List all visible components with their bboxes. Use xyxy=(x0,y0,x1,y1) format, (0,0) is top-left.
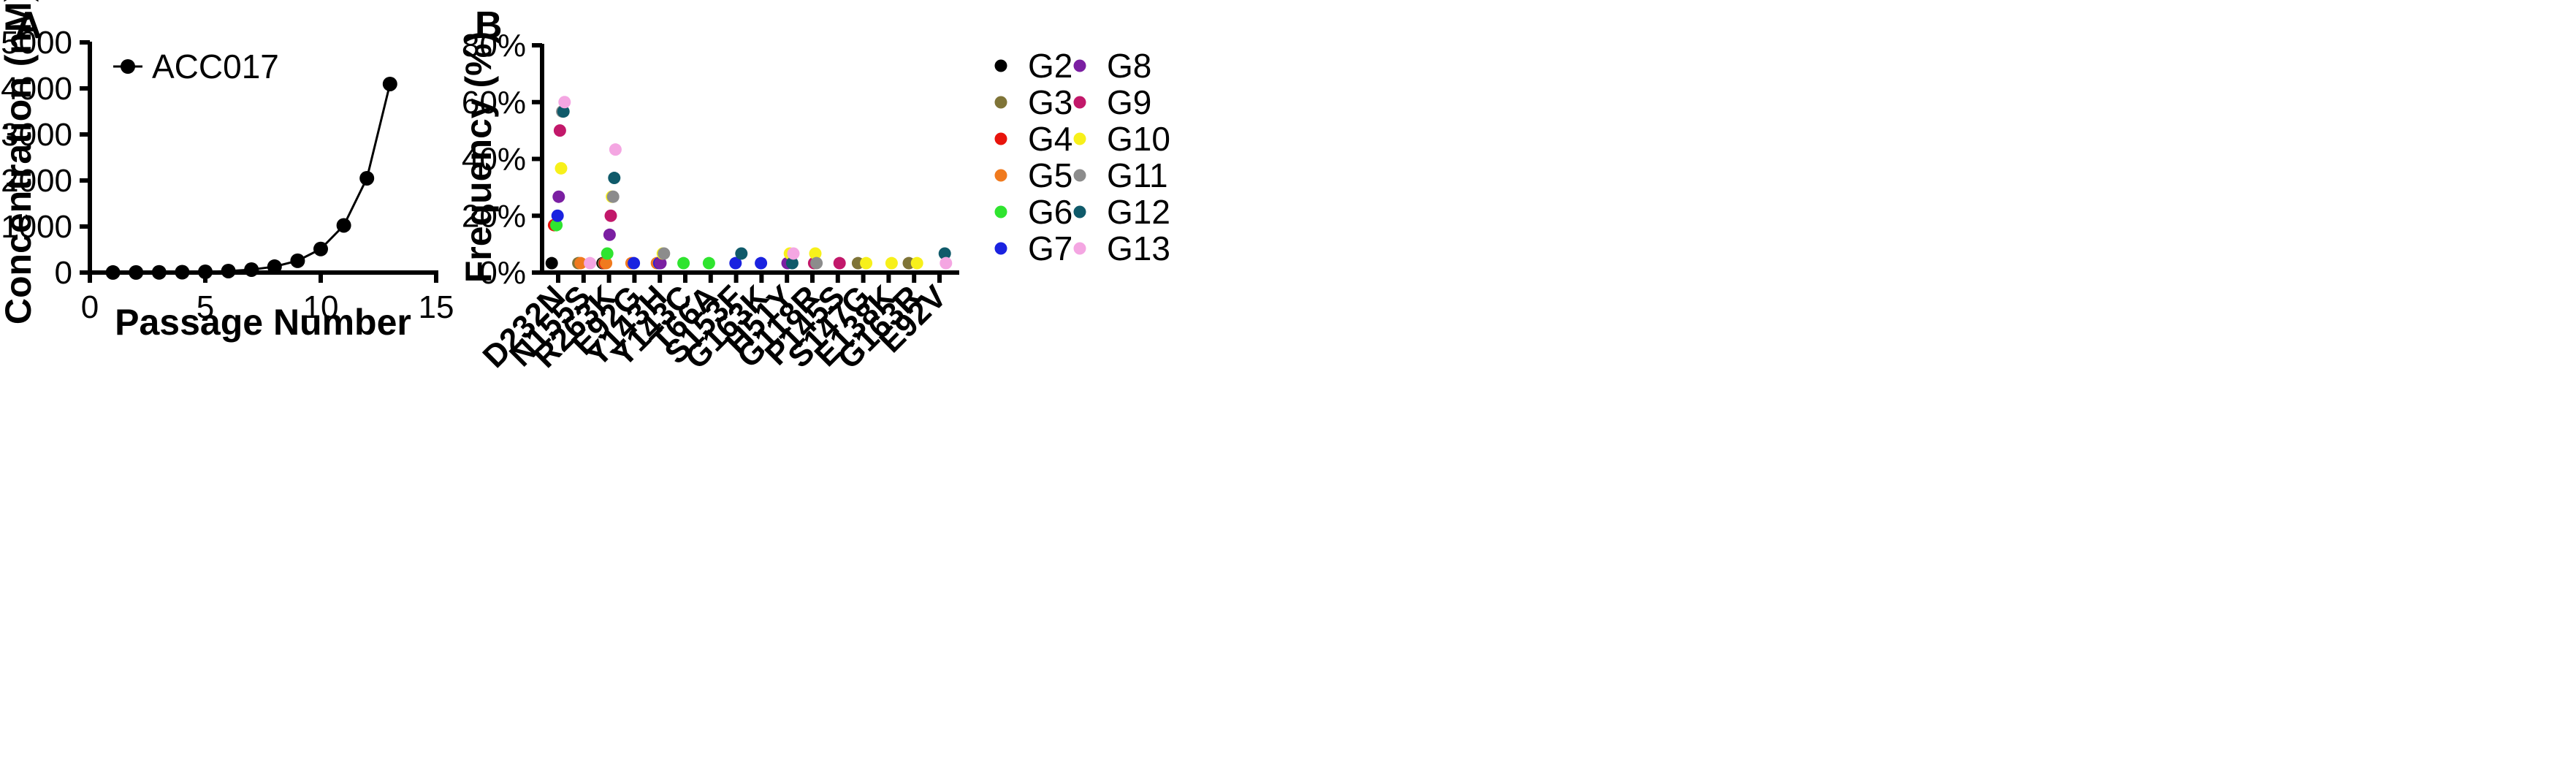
panel-a-y-axis-title: Concentration (nM) xyxy=(0,0,39,324)
panel-b-y-tick-label: 0% xyxy=(479,255,526,291)
panel-b-label: B xyxy=(475,4,503,47)
panel-b: B Frequency (%) 0%20%40%60%80%D232NN155S… xyxy=(458,4,1170,376)
panel-b-legend-label: G6 xyxy=(1028,193,1072,231)
panel-b-legend-label: G3 xyxy=(1028,83,1072,121)
panel-a-label: A xyxy=(15,4,42,47)
panel-a-y-tick-label: 5000 xyxy=(1,25,72,61)
panel-a-data-point xyxy=(313,241,328,256)
panel-b-data-point xyxy=(729,256,742,270)
panel-a-legend-marker xyxy=(121,59,135,74)
panel-b-legend-marker xyxy=(1073,205,1086,218)
panel-b-legend-marker xyxy=(1073,169,1086,182)
panel-a-data-point xyxy=(175,265,190,280)
panel-b-data-point xyxy=(755,256,768,270)
panel-a-y-tick-label: 1000 xyxy=(1,209,72,245)
panel-b-data-point xyxy=(558,96,571,109)
panel-b-data-point xyxy=(910,256,923,270)
panel-b-data-point xyxy=(608,172,621,185)
panel-b-data-point xyxy=(810,256,823,270)
panel-b-legend-marker xyxy=(1073,96,1086,109)
panel-a-x-tick-label: 15 xyxy=(419,289,454,325)
panel-a-x-tick-label: 10 xyxy=(303,289,339,325)
panel-b-data-point xyxy=(938,247,951,260)
panel-b-legend-marker xyxy=(994,242,1007,255)
panel-b-data-point xyxy=(735,247,748,260)
panel-a-x-tick-label: 5 xyxy=(197,289,214,325)
panel-a-data-point xyxy=(359,170,375,186)
panel-a-legend-label: ACC017 xyxy=(152,47,279,85)
panel-a-data-point xyxy=(244,262,259,277)
panel-a-data-point xyxy=(221,263,236,278)
panel-b-y-tick-label: 40% xyxy=(462,142,526,178)
panel-b-y-tick-label: 60% xyxy=(462,85,526,121)
panel-a-y-tick-label: 3000 xyxy=(1,117,72,153)
panel-b-legend-label: G9 xyxy=(1107,83,1151,121)
panel-b-data-point xyxy=(553,124,566,137)
panel-b-data-point xyxy=(609,143,622,156)
panel-b-legend-marker xyxy=(1073,242,1086,255)
panel-a-data-point xyxy=(151,265,167,280)
panel-b-legend-label: G11 xyxy=(1107,156,1168,194)
panel-a-data-point xyxy=(198,264,213,279)
panel-b-data-point xyxy=(606,190,620,203)
panel-b-data-point xyxy=(809,247,822,260)
panel-b-data-point xyxy=(885,256,898,270)
panel-b-data-point xyxy=(557,105,570,118)
panel-b-data-point xyxy=(601,247,614,260)
panel-b-legend-label: G10 xyxy=(1107,120,1170,158)
panel-b-data-point xyxy=(654,256,667,270)
panel-a-data-point xyxy=(336,218,351,233)
panel-b-y-tick-label: 20% xyxy=(462,198,526,234)
panel-b-legend-marker xyxy=(1073,59,1086,72)
panel-b-legend-label: G13 xyxy=(1107,229,1170,267)
panel-b-legend-marker xyxy=(994,96,1007,109)
panel-b-legend-label: G7 xyxy=(1028,229,1072,267)
panel-a: A Passage Number Concentration (nM) 0 5 10… xyxy=(0,0,454,343)
panel-b-data-point xyxy=(551,209,564,222)
panel-b-data-point xyxy=(552,190,565,203)
panel-a-y-tick-label: 0 xyxy=(55,255,72,291)
panel-a-data-point xyxy=(290,253,305,268)
panel-a-x-axis-title: Passage Number xyxy=(115,302,411,343)
panel-b-y-axis-title: Frequency (%) xyxy=(458,31,499,284)
panel-b-data-point xyxy=(785,256,799,270)
panel-b-legend-marker xyxy=(1073,132,1086,145)
panel-a-x-tick-label: 0 xyxy=(81,289,99,325)
panel-b-data-point xyxy=(940,256,953,270)
panel-b-data-point xyxy=(584,256,597,270)
panel-b-legend-marker xyxy=(994,59,1007,72)
panel-b-data-point xyxy=(604,209,617,222)
panel-b-legend-marker xyxy=(994,132,1007,145)
panel-b-legend-label: G12 xyxy=(1107,193,1170,231)
panel-b-y-tick-label: 80% xyxy=(462,28,526,64)
panel-b-data-point xyxy=(833,256,846,270)
panel-b-data-point xyxy=(555,161,568,175)
panel-b-data-point xyxy=(658,247,671,260)
panel-a-data-point xyxy=(105,265,121,280)
panel-b-data-point xyxy=(677,256,690,270)
panel-b-data-point xyxy=(628,256,641,270)
panel-a-series-line xyxy=(113,83,392,274)
panel-b-data-point xyxy=(702,256,715,270)
panel-a-data-point xyxy=(382,76,397,91)
panel-a-data-point xyxy=(267,259,282,274)
panel-b-data-point xyxy=(603,228,616,241)
panel-a-data-point xyxy=(129,265,144,280)
panel-b-legend-label: G8 xyxy=(1107,47,1151,85)
panel-b-data-point xyxy=(545,256,558,270)
panel-b-legend-marker xyxy=(994,169,1007,182)
panel-b-data-point xyxy=(550,218,563,232)
panel-b-legend-label: G2 xyxy=(1028,47,1072,85)
panel-b-data-point xyxy=(787,247,800,260)
panel-b-legend-label: G5 xyxy=(1028,156,1072,194)
panel-b-data-point xyxy=(860,256,873,270)
panel-a-y-tick-label: 4000 xyxy=(1,71,72,107)
panel-a-y-tick-label: 2000 xyxy=(1,163,72,199)
panel-b-data-point xyxy=(600,256,613,270)
panel-b-legend-label: G4 xyxy=(1028,120,1072,158)
panel-b-data-point xyxy=(574,256,587,270)
panel-b-legend-marker xyxy=(994,205,1007,218)
